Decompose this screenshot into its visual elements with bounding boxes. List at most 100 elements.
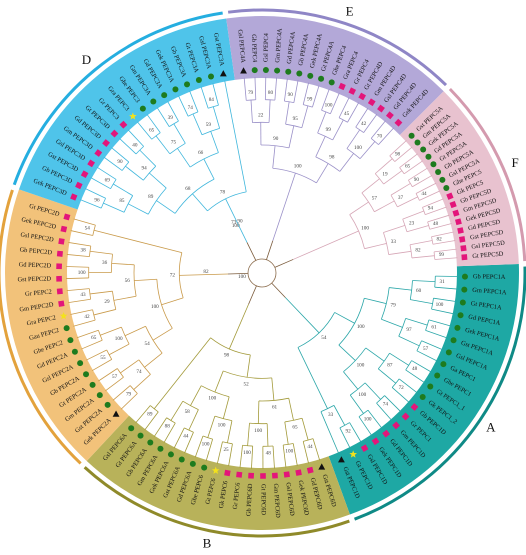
tree-branch-root	[247, 242, 256, 260]
tree-branch	[426, 330, 447, 338]
bootstrap-value: 57	[372, 195, 378, 201]
leaf-marker-circle	[147, 440, 153, 446]
bootstrap-value: 89	[147, 411, 153, 417]
leaf-marker-circle	[274, 68, 280, 74]
leaf-label: Gst PEPC2D	[17, 275, 51, 283]
leaf-marker-circle	[184, 81, 190, 87]
tree-branch	[215, 371, 223, 392]
tree-branch	[74, 219, 96, 225]
bootstrap-value: 97	[406, 327, 412, 333]
bootstrap-value: 100	[357, 363, 365, 369]
tree-branch	[389, 251, 411, 254]
leaf-marker-square	[460, 245, 466, 251]
bootstrap-value: 48	[433, 221, 439, 227]
leaf-marker-square	[459, 236, 465, 242]
leaf-marker-circle	[90, 382, 96, 388]
clade-label-a: A	[486, 419, 496, 434]
tree-branch	[389, 288, 412, 291]
tree-branch	[267, 424, 268, 447]
tree-branch	[335, 312, 355, 323]
tree-branch	[171, 401, 183, 420]
leaf-marker-circle	[440, 361, 446, 367]
bootstrap-value: 39	[168, 115, 174, 121]
bootstrap-value: 82	[437, 236, 443, 242]
tree-branch	[434, 249, 456, 252]
bootstrap-value: 94	[141, 166, 147, 172]
bootstrap-value: 48	[266, 450, 272, 456]
tree-branch	[298, 347, 328, 408]
bootstrap-value: 100	[357, 324, 365, 330]
tree-branch	[258, 401, 259, 424]
bootstrap-value: 65	[292, 424, 298, 430]
bootstrap-value: 100	[436, 302, 444, 308]
bootstrap-value: 100	[254, 428, 262, 434]
tree-branch	[312, 85, 319, 107]
leaf-marker-circle	[138, 433, 144, 439]
leaf-marker-circle	[196, 77, 202, 83]
bootstrap-value: 79	[390, 303, 396, 309]
leaf-marker-square	[248, 473, 254, 479]
tree-branch	[362, 179, 380, 193]
bootstrap-value: 55	[100, 355, 106, 361]
tree-branch	[410, 300, 432, 304]
leaf-marker-circle	[77, 360, 83, 366]
leaf-marker-circle	[97, 392, 103, 398]
tree-branch	[350, 423, 361, 443]
bootstrap-value: 23	[409, 220, 415, 226]
bootstrap-value: 70	[377, 133, 383, 139]
bootstrap-value: 54	[321, 335, 327, 341]
bootstrap-value: 100	[354, 145, 362, 151]
tree-branch	[67, 289, 90, 291]
leaf-marker-square	[457, 227, 464, 234]
tree-branch	[272, 378, 274, 401]
tree-branch	[433, 298, 455, 301]
tree-branch	[208, 416, 215, 438]
tree-branch	[302, 106, 308, 128]
leaf-marker-circle	[168, 451, 174, 457]
tree-branch	[273, 146, 275, 169]
tree-branch	[350, 202, 369, 215]
tree-branch	[340, 153, 354, 171]
tree-branch	[289, 398, 294, 420]
leaf-marker-square	[284, 471, 290, 477]
bootstrap-value: 82	[203, 269, 209, 275]
leaf-marker-square	[461, 254, 467, 260]
bootstrap-value: 100	[361, 225, 369, 231]
bootstrap-value: 90	[273, 136, 279, 142]
tree-branch	[378, 369, 395, 383]
bootstrap-value: 96	[94, 198, 100, 204]
tree-branch	[432, 309, 454, 314]
bootstrap-value: 85	[119, 198, 125, 204]
tree-branch	[417, 351, 437, 361]
leaf-marker-square	[56, 263, 62, 269]
tree-branch	[365, 383, 381, 400]
bootstrap-value: 42	[361, 121, 367, 127]
bootstrap-value: 61	[431, 324, 437, 330]
bootstrap-value: 100	[243, 450, 251, 456]
leaf-marker-square	[58, 301, 64, 307]
bootstrap-value: 44	[183, 434, 189, 440]
tree-branch	[100, 327, 121, 335]
tree-branch	[177, 148, 190, 167]
leaf-marker-circle	[208, 74, 214, 80]
bootstrap-value: 19	[382, 172, 388, 178]
bootstrap-value: 73	[231, 220, 237, 226]
tree-branch	[68, 242, 90, 246]
clade-label-d: D	[82, 52, 91, 67]
leaf-marker-circle	[451, 337, 457, 343]
bootstrap-value: 92	[346, 429, 352, 435]
tree-branch-root	[275, 259, 293, 267]
tree-branch	[227, 421, 232, 443]
bootstrap-value: 66	[198, 150, 204, 156]
tree-branch	[374, 201, 394, 212]
tree-branch	[73, 320, 95, 326]
leaf-marker-circle	[161, 92, 167, 98]
tree-branch	[407, 226, 429, 232]
tree-branch	[316, 163, 328, 182]
tree-branch	[156, 201, 175, 214]
tree-branch	[399, 336, 420, 346]
tree-branch	[140, 150, 156, 166]
tree-branch	[364, 298, 386, 303]
leaf-marker-circle	[172, 86, 178, 92]
leaf-marker-circle	[263, 67, 269, 73]
